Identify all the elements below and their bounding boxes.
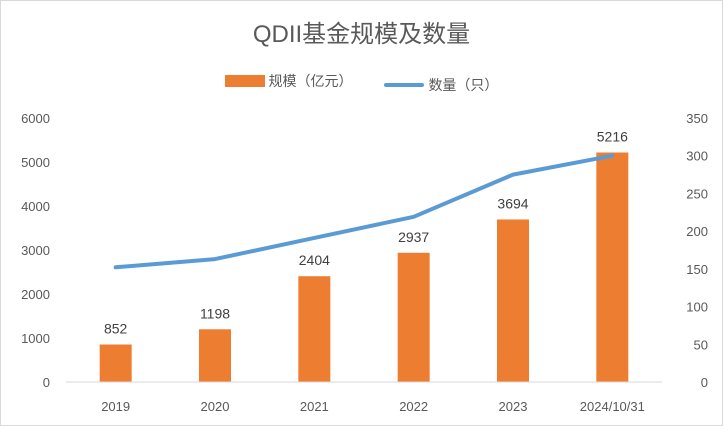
y-right-tick-label: 200 (686, 224, 708, 239)
bar (596, 152, 629, 382)
chart-legend: 规模（亿元） 数量（只） (0, 71, 723, 95)
y-left-tick-label: 6000 (21, 111, 50, 126)
y-left-tick-label: 0 (43, 375, 50, 390)
bar (397, 252, 430, 382)
bar (199, 329, 231, 382)
y-left-tick-label: 1000 (21, 331, 50, 346)
y-right-tick-label: 350 (686, 111, 708, 126)
bar-data-label: 1198 (200, 305, 230, 321)
y-left-tick-label: 3000 (21, 243, 50, 258)
bar (497, 219, 529, 382)
x-tick-label: 2019 (101, 399, 130, 414)
legend-swatch-bar (224, 75, 265, 87)
bar-data-label: 2404 (299, 252, 330, 268)
y-right-tick-label: 300 (686, 149, 708, 164)
legend-item-line: 数量（只） (384, 75, 498, 95)
y-right-tick-label: 150 (686, 262, 708, 277)
line-series (113, 153, 615, 270)
legend-item-bar: 规模（亿元） (224, 71, 353, 91)
bar-data-label: 3694 (497, 195, 528, 211)
bar-data-label: 5216 (597, 128, 628, 144)
bar (298, 276, 331, 382)
x-tick-label: 2023 (499, 399, 528, 414)
legend-label-bar: 规模（亿元） (268, 73, 353, 89)
y-right-tick-label: 100 (686, 300, 708, 315)
legend-label-line: 数量（只） (428, 77, 499, 93)
y-right-tick-label: 50 (694, 337, 708, 352)
bar-data-label: 2937 (398, 229, 429, 245)
x-tick-label: 2021 (300, 399, 329, 414)
y-right-tick-label: 250 (686, 186, 708, 201)
y-left-tick-label: 5000 (21, 155, 50, 170)
y-left-tick-label: 4000 (21, 199, 50, 214)
y-left-tick-label: 2000 (21, 287, 50, 302)
x-tick-label: 2020 (201, 399, 230, 414)
x-tick-label: 2022 (399, 399, 428, 414)
bar-data-label: 852 (104, 321, 128, 337)
bar (99, 344, 132, 382)
x-tick-label: 2024/10/31 (580, 399, 645, 414)
chart-title: QDII基金规模及数量 (252, 21, 471, 48)
y-right-tick-label: 0 (701, 375, 708, 390)
legend-swatch-line (384, 83, 425, 87)
